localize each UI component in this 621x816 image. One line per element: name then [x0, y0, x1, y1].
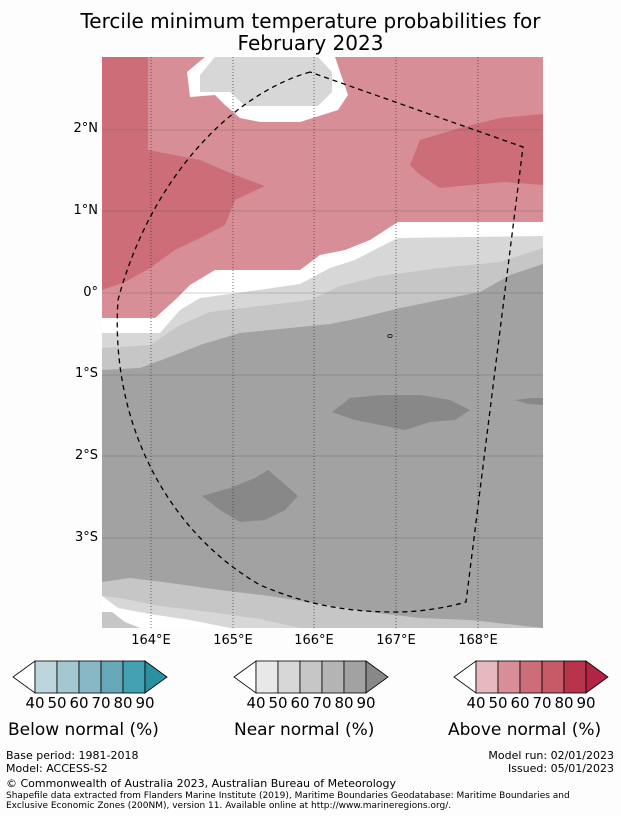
lon-label-165e: 165°E [213, 633, 253, 648]
lat-label-2s: 2°S [74, 448, 98, 463]
legend-below-label: Below normal (%) [8, 720, 159, 740]
lon-gridlines [150, 57, 479, 628]
region-above-60-east [410, 114, 543, 188]
colorbar-near-tick: 50 [268, 694, 288, 712]
colorbar-above-swatch [475, 660, 499, 694]
eez-boundary [116, 71, 524, 613]
lon-label-167e: 167°E [376, 633, 416, 648]
colorbar-near-tick: 60 [290, 694, 310, 712]
colorbar-above-tick: 60 [510, 694, 530, 712]
map-title-line1: Tercile minimum temperature probabilitie… [80, 9, 541, 33]
lat-gridlines [102, 129, 543, 539]
region-near-60-bottom-corner [102, 612, 140, 628]
colorbar-above-extend-low [453, 660, 477, 694]
region-near-70-main [102, 264, 543, 628]
colorbar-below-extend-high [144, 660, 168, 694]
colorbar-below-swatch [56, 660, 80, 694]
colorbar-below-tick: 90 [135, 694, 155, 712]
colorbar-above-tick: 70 [532, 694, 552, 712]
shapefile-credit-line2: Exclusive Economic Zones (200NM), versio… [6, 801, 452, 811]
legend-above-label: Above normal (%) [448, 720, 602, 740]
lon-label-168e: 168°E [458, 633, 498, 648]
colorbar-below-swatch [34, 660, 58, 694]
copyright: © Commonwealth of Australia 2023, Austra… [6, 777, 396, 790]
colorbar-below-extend-low [12, 660, 36, 694]
colorbar-near-extend-low [233, 660, 257, 694]
region-none-bottom [102, 596, 230, 628]
colorbar-near-extend-high [365, 660, 389, 694]
colorbar-below-tick: 50 [47, 694, 67, 712]
region-near-80-east [515, 398, 543, 405]
colorbar-below-tick: 70 [91, 694, 111, 712]
colorbar-near-swatch [321, 660, 345, 694]
base-period: Base period: 1981-2018 [6, 749, 139, 762]
lat-label-0: 0° [83, 285, 98, 300]
issued-date: Issued: 05/01/2023 [507, 762, 614, 775]
colorbar-above [453, 660, 609, 694]
colorbar-below-tick: 80 [113, 694, 133, 712]
colorbar-above-swatch [497, 660, 521, 694]
region-near-80-central [332, 395, 470, 430]
colorbar-below-swatch [122, 660, 146, 694]
lat-label-2n: 2°N [73, 121, 99, 136]
colorbar-below-swatch [100, 660, 124, 694]
lon-label-166e: 166°E [294, 633, 334, 648]
legend-colorbars [12, 660, 609, 694]
lon-label-164e: 164°E [131, 633, 171, 648]
legend-near-label: Near normal (%) [234, 720, 375, 740]
colorbar-above-swatch [519, 660, 543, 694]
island-outline [387, 333, 393, 338]
colorbar-near [233, 660, 389, 694]
colorbar-above-swatch [541, 660, 565, 694]
colorbar-near-tick: 40 [246, 694, 266, 712]
model-name: Model: ACCESS-S2 [6, 762, 108, 775]
colorbar-above-tick: 40 [466, 694, 486, 712]
region-near-80-south [202, 470, 298, 522]
colorbar-near-tick: 90 [356, 694, 376, 712]
colorbar-below-tick: 40 [25, 694, 45, 712]
colorbar-near-swatch [255, 660, 279, 694]
colorbar-above-tick: 90 [576, 694, 596, 712]
colorbar-near-swatch [299, 660, 323, 694]
colorbar-below-swatch [78, 660, 102, 694]
colorbar-above-tick: 80 [554, 694, 574, 712]
colorbar-near-tick: 70 [312, 694, 332, 712]
colorbar-above-tick: 50 [488, 694, 508, 712]
shapefile-credit-line1: Shapefile data extracted from Flanders M… [6, 791, 570, 801]
colorbar-below [12, 660, 168, 694]
colorbar-above-extend-high [585, 660, 609, 694]
map-title-line2: February 2023 [237, 31, 384, 55]
lat-label-3s: 3°S [74, 530, 98, 545]
model-run: Model run: 02/01/2023 [488, 749, 614, 762]
lat-label-1n: 1°N [73, 203, 99, 218]
colorbar-above-swatch [563, 660, 587, 694]
colorbar-near-swatch [277, 660, 301, 694]
colorbar-near-tick: 80 [334, 694, 354, 712]
lat-label-1s: 1°S [74, 366, 98, 381]
colorbar-near-swatch [343, 660, 367, 694]
colorbar-below-tick: 60 [69, 694, 89, 712]
